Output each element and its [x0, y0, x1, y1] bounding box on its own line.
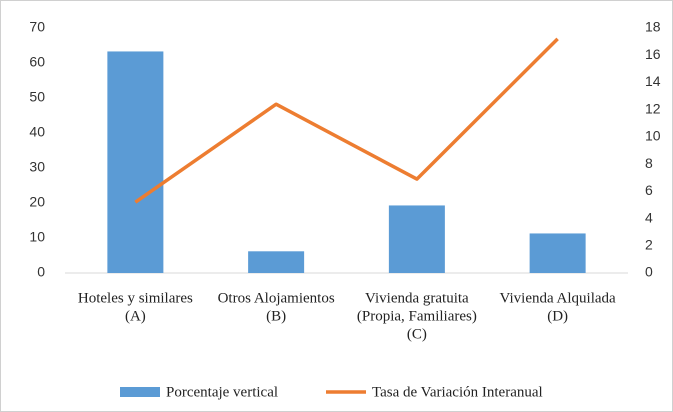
- y2-tick-label: 14: [645, 73, 661, 89]
- x-tick-label: Otros Alojamientos: [218, 290, 335, 306]
- y-tick-label: 60: [29, 54, 45, 70]
- y-tick-label: 10: [29, 229, 45, 245]
- y2-tick-label: 18: [645, 19, 661, 35]
- y2-tick-label: 6: [645, 182, 653, 198]
- y2-tick-label: 16: [645, 46, 661, 62]
- x-tick-label: (A): [125, 308, 146, 324]
- y-tick-label: 40: [29, 124, 45, 140]
- legend-label: Porcentaje vertical: [166, 384, 278, 400]
- y2-tick-label: 2: [645, 236, 653, 252]
- x-tick-label: Vivienda Alquilada: [500, 290, 616, 306]
- legend-swatch: [120, 387, 160, 397]
- y-tick-label: 70: [29, 19, 45, 35]
- bar: [529, 233, 586, 273]
- x-tick-label: (C): [407, 326, 427, 342]
- y-tick-label: 0: [37, 264, 45, 280]
- x-tick-label: (Propia, Familiares): [357, 308, 477, 324]
- y-tick-label: 20: [29, 194, 45, 210]
- y2-tick-label: 4: [645, 209, 653, 225]
- y2-tick-label: 12: [645, 100, 661, 116]
- y-tick-label: 50: [29, 89, 45, 105]
- x-tick-label: Hoteles y similares: [78, 290, 193, 306]
- line: [134, 37, 559, 204]
- legend-label: Tasa de Variación Interanual: [372, 384, 543, 400]
- y2-tick-label: 10: [645, 128, 661, 144]
- bar: [248, 251, 305, 273]
- x-tick-label: Vivienda gratuita: [365, 290, 469, 306]
- x-tick-label: (D): [547, 308, 568, 324]
- x-tick-label: (B): [266, 308, 286, 324]
- y-tick-label: 30: [29, 159, 45, 175]
- bar: [107, 51, 164, 274]
- y2-tick-label: 0: [645, 264, 653, 280]
- bar: [388, 205, 445, 273]
- y2-tick-label: 8: [645, 155, 653, 171]
